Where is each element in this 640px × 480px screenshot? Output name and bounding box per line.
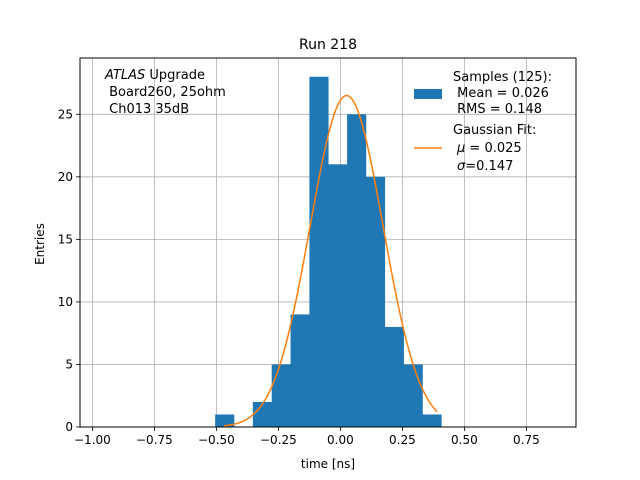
annotation-brand: ATLAS	[104, 68, 145, 83]
x-tick-label: 0.50	[451, 433, 478, 447]
legend-sigma-value: =0.147	[465, 159, 513, 174]
x-tick-label: 0.75	[513, 433, 540, 447]
histogram-bar	[290, 314, 310, 427]
y-axis-label: Entries	[33, 223, 47, 265]
histogram-bar	[252, 401, 273, 427]
legend-fit-line-1: Gaussian Fit:	[453, 123, 536, 138]
y-tick-label: 10	[58, 295, 73, 309]
legend-mu-symbol: μ	[456, 141, 465, 156]
axis-ticks: −1.00 −0.75 −0.50 −0.25 0.00 0.25 0.50 0.75 0 5 10…	[58, 107, 540, 447]
legend-fit-mu: μ = 0.025	[456, 141, 522, 156]
gaussian-fit-curve	[223, 94, 438, 427]
chart-title: Run 218	[299, 37, 357, 53]
legend: Samples (125): Mean = 0.026 RMS = 0.148 …	[414, 70, 552, 174]
legend-hist-line-3: RMS = 0.148	[453, 102, 542, 117]
gaussian-fit-layer	[223, 94, 438, 427]
x-tick-label: 0.25	[389, 433, 416, 447]
histogram-bar	[422, 414, 442, 427]
y-tick-label: 25	[58, 107, 73, 121]
y-tick-label: 15	[58, 232, 73, 246]
histogram-bar	[328, 164, 348, 428]
histogram-bar	[271, 364, 291, 427]
histogram-bar	[403, 364, 423, 427]
annotation-box: ATLAS Upgrade Board260, 25ohm Ch013 35dB	[104, 68, 226, 117]
histogram-bar	[365, 176, 386, 427]
y-tick-label: 20	[58, 170, 73, 184]
annotation-upgrade: Upgrade	[145, 68, 205, 83]
plot-frame	[79, 57, 577, 428]
histogram-bar	[309, 76, 329, 428]
legend-hist-line-2: Mean = 0.026	[453, 86, 549, 101]
legend-fit-sigma: σ=0.147	[457, 159, 513, 174]
legend-sigma-symbol: σ	[457, 159, 466, 174]
histogram-bar	[215, 414, 235, 427]
histogram-bars	[215, 76, 442, 428]
annotation-line-1: ATLAS Upgrade	[104, 68, 205, 83]
legend-mu-value: = 0.025	[465, 141, 521, 156]
y-tick-label: 5	[65, 357, 73, 371]
x-axis-label: time [ns]	[301, 457, 355, 471]
y-tick-label: 0	[65, 420, 73, 434]
legend-hist-line-1: Samples (125):	[453, 70, 552, 85]
x-tick-label: 0.00	[327, 433, 354, 447]
annotation-line-3: Ch013 35dB	[105, 102, 189, 117]
x-tick-label: −1.00	[74, 433, 111, 447]
x-tick-label: −0.50	[198, 433, 235, 447]
x-tick-label: −0.75	[136, 433, 173, 447]
x-tick-label: −0.25	[260, 433, 297, 447]
histogram-bar	[384, 326, 404, 427]
histogram-bar	[347, 114, 367, 427]
legend-hist-swatch	[414, 89, 442, 99]
annotation-line-2: Board260, 25ohm	[105, 85, 226, 100]
